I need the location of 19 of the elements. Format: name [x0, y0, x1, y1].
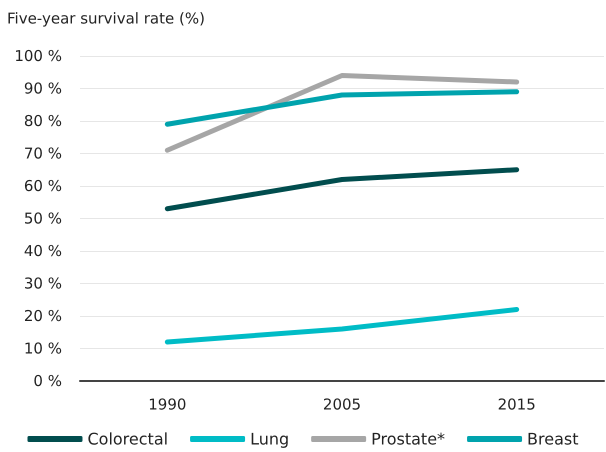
y-tick-label: 10 %	[24, 340, 62, 358]
y-tick-label: 80 %	[24, 112, 62, 130]
x-tick-label: 1990	[148, 396, 186, 414]
x-tick-label: 2015	[498, 396, 536, 414]
y-tick-label: 30 %	[24, 274, 62, 292]
y-tick-label: 60 %	[24, 177, 62, 195]
chart-title: Five-year survival rate (%)	[7, 10, 205, 28]
y-tick-label: 70 %	[24, 144, 62, 162]
y-tick-label: 50 %	[24, 210, 62, 228]
y-tick-label: 90 %	[24, 80, 62, 98]
y-tick-label: 100 %	[14, 47, 62, 65]
y-tick-label: 40 %	[24, 242, 62, 260]
legend-label: Lung	[250, 430, 290, 448]
x-tick-label: 2005	[322, 396, 362, 414]
y-tick-label: 20 %	[24, 307, 62, 325]
y-tick-label: 0 %	[33, 372, 62, 390]
legend-label: Breast	[527, 430, 579, 448]
legend-label: Prostate*	[371, 430, 446, 448]
legend-label: Colorectal	[87, 430, 168, 448]
